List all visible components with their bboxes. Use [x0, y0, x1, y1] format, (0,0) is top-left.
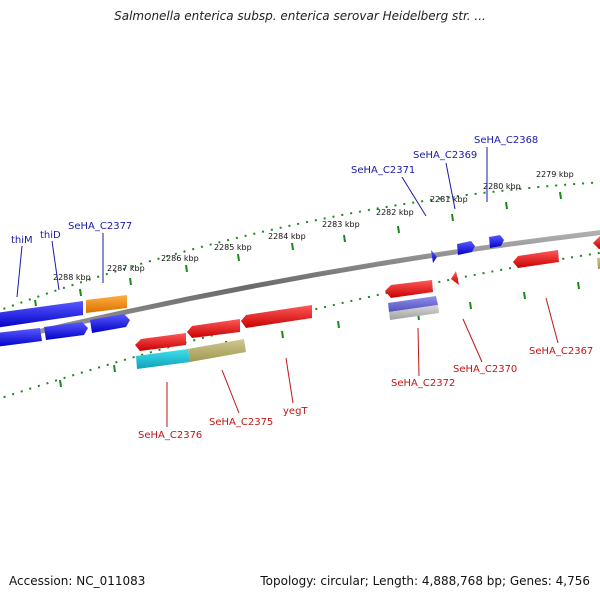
gene-label[interactable]: SeHA_C2370: [453, 364, 517, 375]
gene-feature[interactable]: [188, 339, 246, 362]
gene-label[interactable]: SeHA_C2377: [68, 221, 132, 232]
gene-label[interactable]: SeHA_C2372: [391, 378, 455, 389]
gene-label[interactable]: SeHA_C2369: [413, 150, 477, 161]
page-title: Salmonella enterica subsp. enterica sero…: [114, 9, 486, 23]
inner-major-ticks: [59, 281, 580, 388]
gene-label[interactable]: SeHA_C2375: [209, 417, 273, 428]
gene-feature[interactable]: [86, 295, 127, 313]
reverse-strand-genes: [135, 236, 600, 369]
gene-label[interactable]: thiM: [11, 235, 33, 246]
gene-feature[interactable]: [44, 322, 88, 340]
gene-feature[interactable]: [389, 305, 439, 320]
kbp-label: 2282 kbp: [376, 208, 414, 217]
gene-feature[interactable]: [597, 257, 600, 269]
gene-label[interactable]: SeHA_C2368: [474, 135, 538, 146]
top-label-leaders: [16, 147, 488, 298]
gene-label[interactable]: yegT: [283, 406, 308, 417]
genome-backbone: [0, 230, 600, 344]
gene-feature[interactable]: [241, 305, 312, 328]
gene-feature[interactable]: [385, 280, 433, 298]
genome-summary-text: Topology: circular; Length: 4,888,768 bp…: [260, 574, 590, 588]
gene-label[interactable]: thiD: [40, 230, 61, 241]
gene-feature[interactable]: [135, 333, 186, 351]
gene-feature[interactable]: [593, 236, 600, 249]
kbp-label: 2283 kbp: [322, 220, 360, 229]
forward-strand-genes: [0, 235, 504, 347]
gene-feature[interactable]: [451, 271, 459, 285]
gene-feature[interactable]: [489, 235, 504, 248]
gene-feature[interactable]: [187, 319, 240, 338]
gene-label[interactable]: SeHA_C2371: [351, 165, 415, 176]
kbp-label: 2286 kbp: [161, 254, 199, 263]
bottom-label-leaders: [166, 297, 559, 427]
gene-feature[interactable]: [90, 314, 130, 333]
outer-scale-track: [0, 181, 600, 312]
kbp-label: 2281 kbp: [430, 195, 468, 204]
accession-text: Accession: NC_011083: [9, 574, 146, 588]
top-gene-labels: SeHA_C2368 SeHA_C2369 SeHA_C2371 SeHA_C2…: [11, 135, 538, 246]
kbp-label: 2288 kbp: [53, 273, 91, 282]
gene-label[interactable]: SeHA_C2376: [138, 430, 202, 441]
gene-feature[interactable]: [513, 250, 559, 268]
gene-feature[interactable]: [0, 301, 83, 328]
gene-feature[interactable]: [431, 250, 437, 263]
gene-feature[interactable]: [388, 296, 438, 312]
kbp-label: 2279 kbp: [536, 170, 574, 179]
kbp-label: 2285 kbp: [214, 243, 252, 252]
kbp-label: 2287 kbp: [107, 264, 145, 273]
outer-major-ticks: [34, 191, 562, 307]
kbp-label: 2280 kbp: [483, 182, 521, 191]
kbp-label: 2284 kbp: [268, 232, 306, 241]
gene-feature[interactable]: [0, 328, 42, 347]
gene-feature[interactable]: [457, 241, 475, 255]
bottom-gene-labels: SeHA_C2367 SeHA_C2370 SeHA_C2372 yegT Se…: [138, 346, 593, 441]
gene-feature[interactable]: [136, 349, 190, 369]
kbp-tick-labels: 2279 kbp 2280 kbp 2281 kbp 2282 kbp 2283…: [53, 170, 574, 282]
gene-label[interactable]: SeHA_C2367: [529, 346, 593, 357]
